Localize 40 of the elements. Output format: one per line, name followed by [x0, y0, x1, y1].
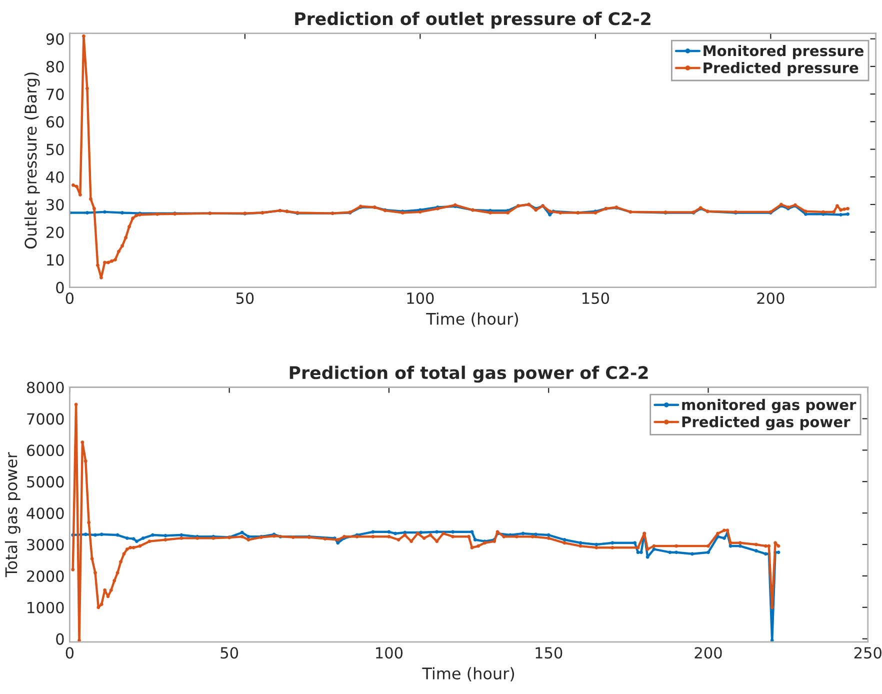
x-tick-label: 150: [536, 647, 562, 659]
y-tick-label: 90: [46, 33, 64, 45]
x-tick-label: 100: [407, 292, 434, 304]
y-axis-title: Total gas power: [4, 452, 20, 578]
y-tick-label: 40: [46, 171, 64, 183]
x-tick-label: 150: [582, 292, 609, 304]
x-tick-label: 200: [694, 647, 722, 659]
y-tick-label: 2000: [27, 570, 64, 582]
x-tick-label: 200: [757, 292, 784, 304]
x-axis-title: Time (hour): [426, 312, 518, 327]
x-tick-label: 100: [376, 647, 403, 659]
legend-label: Monitored pressure: [704, 44, 864, 60]
x-tick-label: 50: [220, 647, 238, 659]
y-tick-label: 10: [47, 254, 64, 266]
x-tick-label: 50: [236, 292, 254, 304]
legend-label: monitored gas power: [682, 398, 856, 414]
y-tick-label: 80: [46, 60, 64, 72]
chart-title: Prediction of outlet pressure of C2-2: [295, 12, 650, 29]
x-tick-label: 250: [854, 647, 882, 659]
legend-label: Predicted gas power: [682, 416, 850, 430]
y-tick-label: 70: [46, 88, 64, 100]
y-tick-label: 60: [46, 116, 64, 128]
x-axis-title: Time (hour): [422, 667, 514, 682]
y-tick-label: 0: [56, 633, 64, 645]
y-tick-label: 3000: [27, 538, 64, 550]
legend-label: Predicted pressure: [704, 62, 858, 76]
y-tick-label: 4000: [26, 507, 64, 520]
y-tick-label: 8000: [26, 382, 64, 394]
y-tick-label: 30: [46, 198, 64, 211]
x-tick-label: 0: [66, 647, 74, 659]
y-tick-label: 6000: [27, 444, 64, 456]
y-tick-label: 50: [46, 144, 64, 156]
chart-title: Prediction of total gas power of C2-2: [290, 366, 648, 383]
x-tick-label: 0: [66, 292, 74, 304]
y-tick-label: 1000: [28, 602, 64, 614]
y-tick-label: 7000: [27, 413, 64, 425]
y-tick-label: 20: [46, 226, 64, 238]
y-tick-label: 5000: [27, 476, 64, 488]
y-axis-title: Outlet pressure (Barg): [24, 72, 40, 249]
y-tick-label: 0: [56, 282, 64, 294]
